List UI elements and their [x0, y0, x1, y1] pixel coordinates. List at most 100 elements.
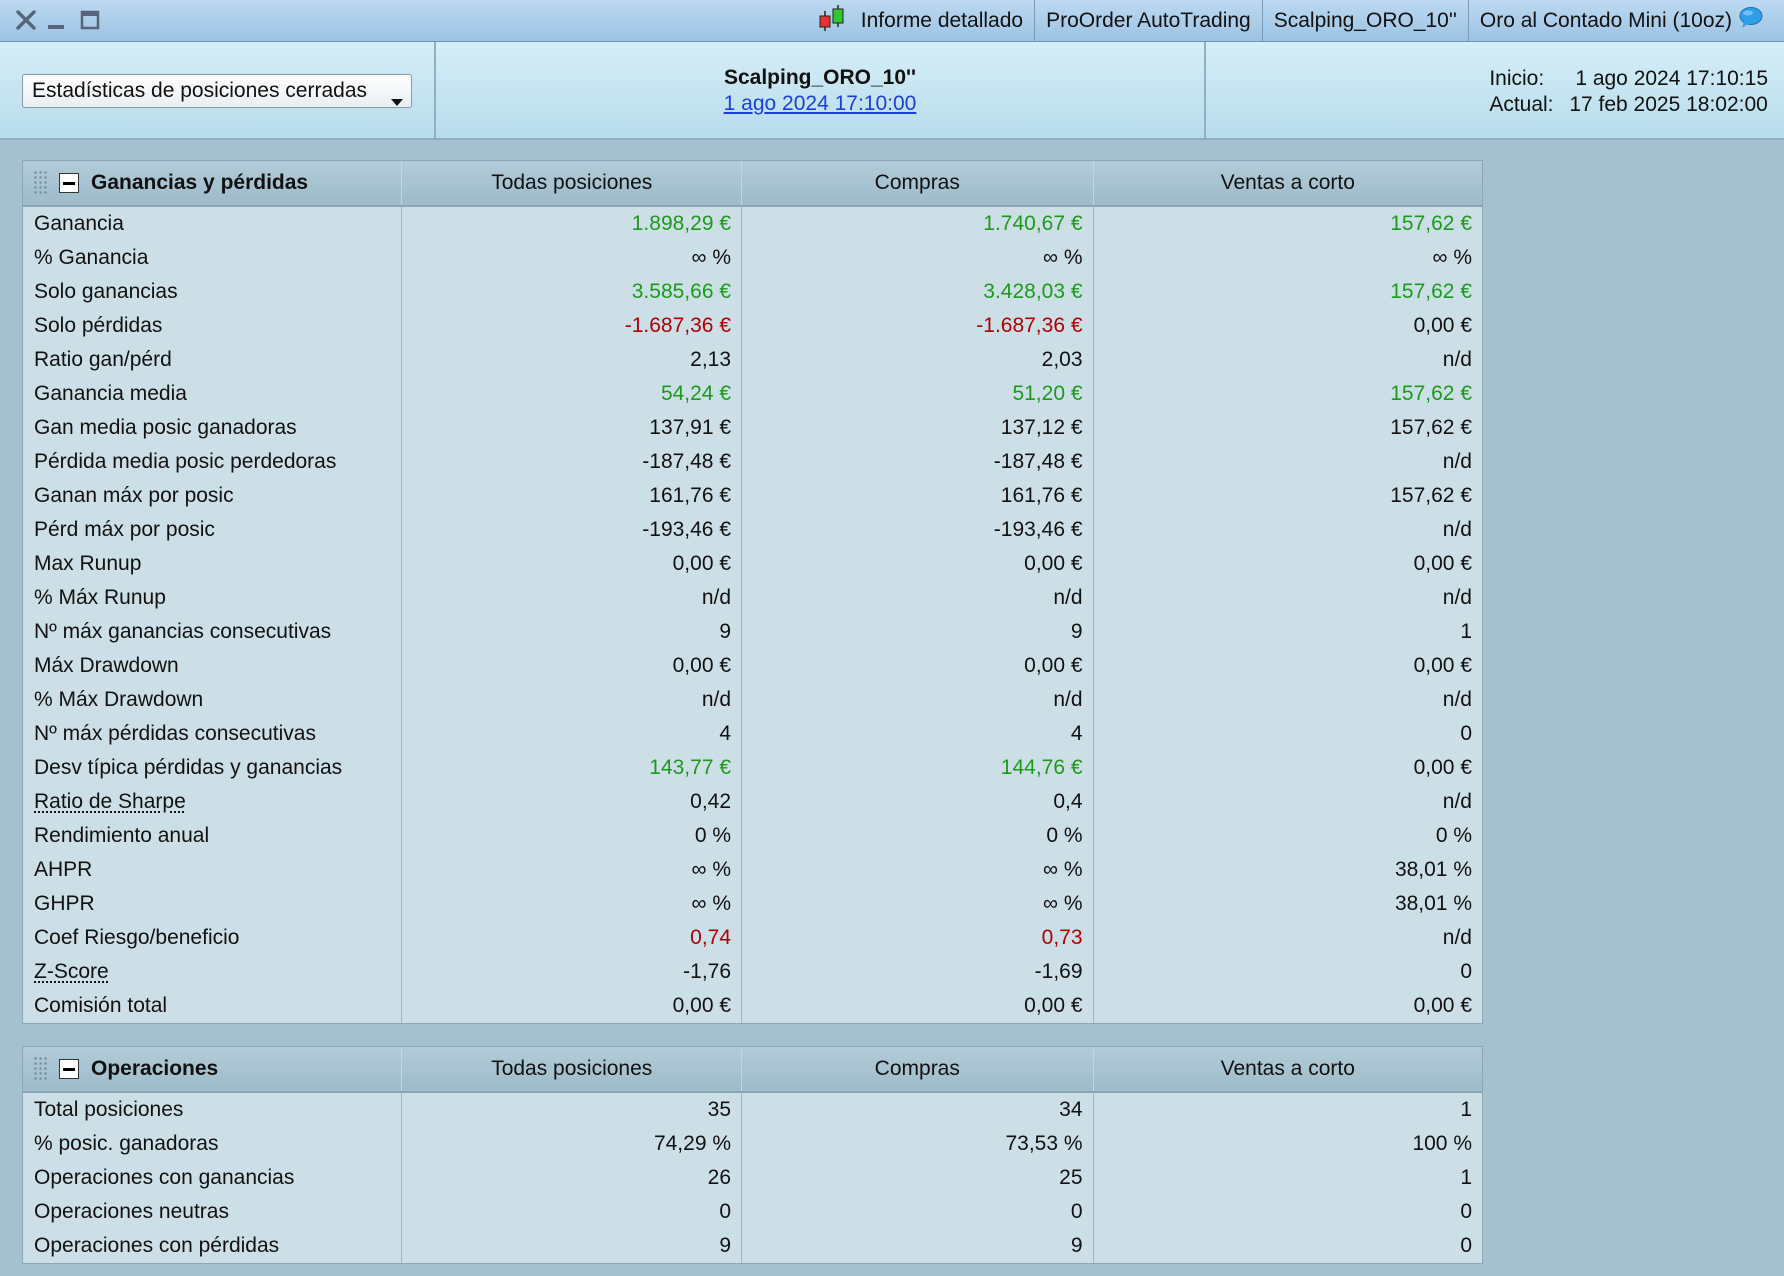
cell-value: 25 — [741, 1161, 1093, 1195]
cell-value: n/d — [401, 683, 741, 717]
row-label: Nº máx ganancias consecutivas — [23, 615, 401, 649]
close-icon[interactable] — [12, 6, 40, 34]
row-label: Solo pérdidas — [23, 309, 401, 343]
candlestick-icon — [817, 3, 847, 39]
statistics-type-dropdown[interactable]: Estadísticas de posiciones cerradas — [22, 74, 412, 108]
cell-value: 3.428,03 € — [741, 275, 1093, 309]
table-row: Gan media posic ganadoras 137,91 €137,12 … — [23, 411, 1482, 445]
table-row: Ganan máx por posic 161,76 €161,76 €157,6… — [23, 479, 1482, 513]
column-header-todas-posiciones: Todas posiciones — [401, 161, 741, 205]
row-label: Solo ganancias — [23, 275, 401, 309]
cell-value: -187,48 € — [741, 445, 1093, 479]
row-label-text[interactable]: Ratio de Sharpe — [34, 790, 186, 813]
table-row: Rendimiento anual 0 % 0 % 0 % — [23, 819, 1482, 853]
column-header-todas-posiciones: Todas posiciones — [401, 1047, 741, 1091]
cell-value: 1.898,29 € — [401, 207, 741, 241]
row-label: Operaciones neutras — [23, 1195, 401, 1229]
row-label: Z-Score — [23, 955, 401, 989]
row-label: % Ganancia — [23, 241, 401, 275]
cell-value: 34 — [741, 1093, 1093, 1127]
row-label: AHPR — [23, 853, 401, 887]
start-label: Inicio: — [1489, 67, 1545, 90]
cell-value: -1,76 — [401, 955, 741, 989]
statistics-type-value: Estadísticas de posiciones cerradas — [32, 79, 368, 102]
cell-value: -1,69 — [741, 955, 1093, 989]
collapse-icon[interactable] — [59, 173, 79, 193]
table-row: Z-Score -1,76 -1,69 0 — [23, 955, 1482, 989]
collapse-icon[interactable] — [59, 1059, 79, 1079]
cell-value: ∞ % — [741, 887, 1093, 921]
table-row: Pérd máx por posic -193,46 € -193,46 € n/d — [23, 513, 1482, 547]
cell-value: 157,62 € — [1092, 411, 1482, 445]
table-header: Ganancias y pérdidas Todas posiciones Comp… — [23, 161, 1482, 207]
cell-value: 0,00 € — [1092, 547, 1482, 581]
row-label-text[interactable]: Z-Score — [34, 960, 109, 983]
row-label-text: % Máx Runup — [34, 586, 166, 609]
row-label: Rendimiento anual — [23, 819, 401, 853]
table-header: Operaciones Todas posiciones Compras Ventas… — [23, 1047, 1482, 1093]
drag-handle-icon[interactable] — [33, 170, 49, 196]
title-segment-report: Informe detallado — [806, 0, 1034, 41]
row-label: Operaciones con pérdidas — [23, 1229, 401, 1263]
chat-bubble-icon[interactable] — [1738, 6, 1764, 36]
cell-value: ∞ % — [401, 241, 741, 275]
drag-handle-icon[interactable] — [33, 1056, 49, 1082]
cell-value: 0,00 € — [741, 649, 1093, 683]
table-row: Operaciones con ganancias 26 25 1 — [23, 1161, 1482, 1195]
cell-value: 9 — [741, 1229, 1093, 1263]
table-row: Comisión total 0,00 €0,00 €0,00 € — [23, 989, 1482, 1023]
row-label-text: Ganancia — [34, 212, 124, 235]
cell-value: 1.740,67 € — [741, 207, 1093, 241]
row-label: Operaciones con ganancias — [23, 1161, 401, 1195]
row-label: Gan media posic ganadoras — [23, 411, 401, 445]
row-label: Ratio de Sharpe — [23, 785, 401, 819]
cell-value: 1 — [1092, 615, 1482, 649]
row-label-text: Solo pérdidas — [34, 314, 163, 337]
strategy-date-link[interactable]: 1 ago 2024 17:10:00 — [723, 92, 917, 115]
row-label-text: Total posiciones — [34, 1098, 184, 1121]
cell-value: 157,62 € — [1092, 275, 1482, 309]
cell-value: 35 — [401, 1093, 741, 1127]
profit-loss-table: Ganancias y pérdidas Todas posiciones Comp… — [22, 160, 1483, 1024]
cell-value: n/d — [741, 581, 1093, 615]
cell-value: 51,20 € — [741, 377, 1093, 411]
report-header: Estadísticas de posiciones cerradas Scal… — [0, 42, 1784, 140]
cell-value: 137,91 € — [401, 411, 741, 445]
cell-value: ∞ % — [741, 853, 1093, 887]
cell-value: 9 — [741, 615, 1093, 649]
cell-value: n/d — [1092, 445, 1482, 479]
cell-value: 26 — [401, 1161, 741, 1195]
cell-value: 0 — [1092, 1195, 1482, 1229]
row-label-text: % posic. ganadoras — [34, 1132, 219, 1155]
cell-value: 0 — [401, 1195, 741, 1229]
cell-value: ∞ % — [401, 853, 741, 887]
cell-value: 0,42 — [401, 785, 741, 819]
table-row: % Máx Drawdown n/d n/d n/d — [23, 683, 1482, 717]
cell-value: 4 — [401, 717, 741, 751]
row-label-text: Ganan máx por posic — [34, 484, 234, 507]
row-label: Ratio gan/pérd — [23, 343, 401, 377]
cell-value: 73,53 % — [741, 1127, 1093, 1161]
cell-value: 0,00 € — [741, 989, 1093, 1023]
table-row: Pérdida media posic perdedoras -187,48 € -… — [23, 445, 1482, 479]
maximize-icon[interactable] — [76, 6, 104, 34]
section-header: Operaciones — [23, 1047, 401, 1091]
cell-value: 143,77 € — [401, 751, 741, 785]
row-label: % Máx Runup — [23, 581, 401, 615]
cell-value: 0 % — [401, 819, 741, 853]
cell-value: 0,00 € — [1092, 751, 1482, 785]
row-label: Ganancia media — [23, 377, 401, 411]
cell-value: 161,76 € — [741, 479, 1093, 513]
table-row: Operaciones con pérdidas 9 9 0 — [23, 1229, 1482, 1263]
cell-value: 3.585,66 € — [401, 275, 741, 309]
cell-value: n/d — [401, 581, 741, 615]
cell-value: 0,73 — [741, 921, 1093, 955]
cell-value: 0,00 € — [1092, 989, 1482, 1023]
table-row: Ganancia media 54,24 €51,20 €157,62 € — [23, 377, 1482, 411]
cell-value: 0 % — [1092, 819, 1482, 853]
cell-value: 144,76 € — [741, 751, 1093, 785]
cell-value: -1.687,36 € — [401, 309, 741, 343]
row-label-text: Nº máx ganancias consecutivas — [34, 620, 332, 643]
cell-value: n/d — [1092, 581, 1482, 615]
minimize-icon[interactable] — [42, 6, 70, 34]
